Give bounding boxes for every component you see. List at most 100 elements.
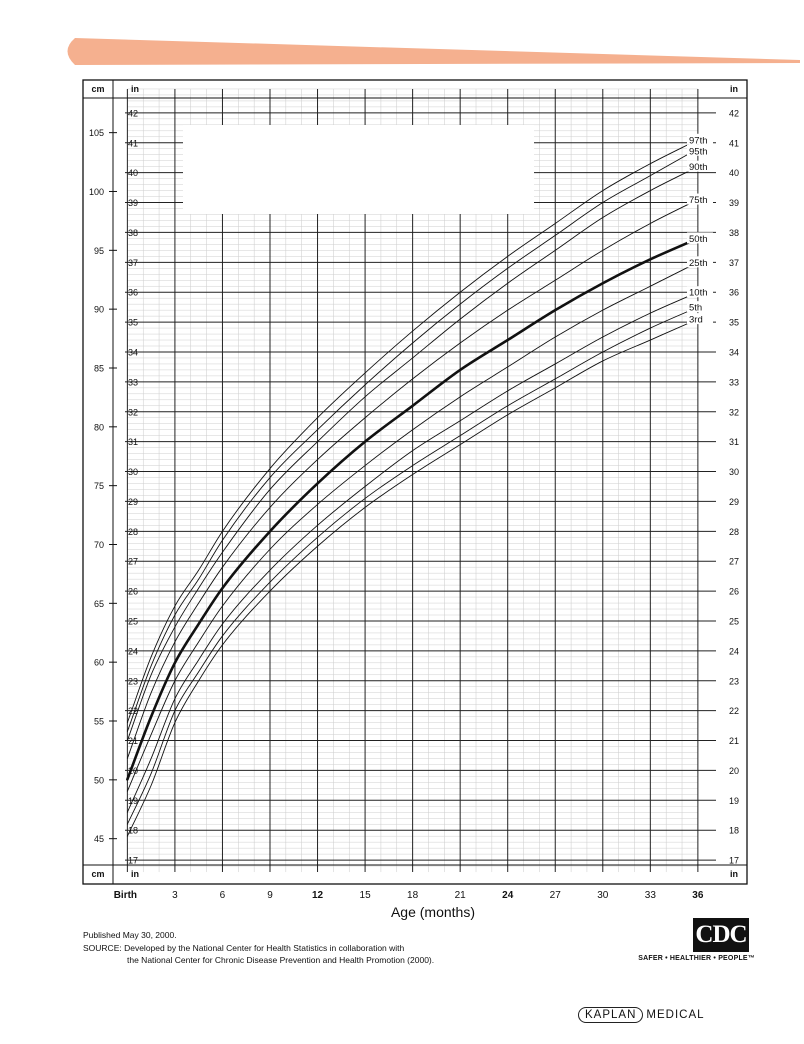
inch-tick-label-left: 36 bbox=[128, 288, 138, 298]
x-tick-label: Birth bbox=[114, 890, 137, 901]
inch-tick-label-right: 18 bbox=[729, 826, 739, 836]
inch-tick-label-right: 25 bbox=[729, 616, 739, 626]
curve-label-bg bbox=[687, 193, 713, 205]
inch-tick-label-left: 39 bbox=[128, 198, 138, 208]
curve-97th bbox=[126, 139, 699, 724]
inch-tick-label-left: 37 bbox=[128, 258, 138, 268]
unit-label-in-right-bottom: in bbox=[730, 869, 738, 879]
inch-tick-label-right: 38 bbox=[729, 228, 739, 238]
inch-tick-label-right: 26 bbox=[729, 587, 739, 597]
curve-label-10th: 10th bbox=[689, 288, 708, 299]
inch-tick-label-right: 21 bbox=[729, 736, 739, 746]
x-tick-label: 24 bbox=[502, 890, 514, 901]
curve-label-5th: 5th bbox=[689, 303, 702, 314]
curve-90th bbox=[126, 166, 699, 741]
curve-label-bg bbox=[687, 144, 713, 156]
curve-label-bg bbox=[687, 301, 713, 313]
curve-label-bg bbox=[687, 232, 713, 244]
inch-tick-label-right: 35 bbox=[729, 318, 739, 328]
x-tick-label: 3 bbox=[172, 890, 178, 901]
source-line-1: SOURCE: Developed by the National Center… bbox=[83, 943, 405, 953]
x-tick-label: 9 bbox=[267, 890, 273, 901]
cm-tick-label: 45 bbox=[94, 834, 104, 844]
inch-tick-label-right: 20 bbox=[729, 766, 739, 776]
kaplan-brand: KAPLAN bbox=[578, 1007, 644, 1023]
inch-tick-label-left: 20 bbox=[128, 766, 138, 776]
inch-tick-label-right: 22 bbox=[729, 706, 739, 716]
inch-tick-label-right: 40 bbox=[729, 168, 739, 178]
curve-5th bbox=[126, 306, 699, 825]
published-note: Published May 30, 2000. bbox=[83, 930, 177, 940]
inch-tick-label-left: 19 bbox=[128, 796, 138, 806]
cm-tick-label: 70 bbox=[94, 540, 104, 550]
unit-label-in-left-bottom: in bbox=[131, 869, 139, 879]
inch-tick-label-right: 42 bbox=[729, 108, 739, 118]
inch-tick-label-left: 22 bbox=[128, 706, 138, 716]
curve-95th bbox=[126, 148, 699, 733]
curve-3rd bbox=[126, 318, 699, 837]
curve-label-3rd: 3rd bbox=[689, 315, 703, 326]
cm-tick-label: 50 bbox=[94, 775, 104, 785]
cm-tick-label: 90 bbox=[94, 305, 104, 315]
curve-75th bbox=[126, 199, 699, 759]
kaplan-medical-logo: KAPLAN MEDICAL bbox=[578, 1007, 705, 1023]
inch-tick-label-left: 34 bbox=[128, 347, 138, 357]
curve-label-25th: 25th bbox=[689, 258, 708, 269]
cm-tick-label: 100 bbox=[89, 187, 104, 197]
x-tick-label: 6 bbox=[220, 890, 226, 901]
inch-tick-label-left: 23 bbox=[128, 676, 138, 686]
inch-tick-label-left: 24 bbox=[128, 646, 138, 656]
inch-tick-label-left: 33 bbox=[128, 377, 138, 387]
inch-tick-label-left: 32 bbox=[128, 407, 138, 417]
inch-tick-label-right: 24 bbox=[729, 646, 739, 656]
curve-label-bg bbox=[687, 313, 713, 325]
inch-tick-label-right: 37 bbox=[729, 258, 739, 268]
x-tick-label: 12 bbox=[312, 890, 324, 901]
curve-label-bg bbox=[687, 133, 713, 145]
cm-tick-label: 85 bbox=[94, 363, 104, 373]
inch-tick-label-left: 27 bbox=[128, 557, 138, 567]
curve-label-bg bbox=[687, 256, 713, 268]
x-tick-label: 36 bbox=[692, 890, 704, 901]
curve-label-50th: 50th bbox=[689, 234, 708, 245]
unit-label-in-left-top: in bbox=[131, 84, 139, 94]
inch-tick-label-left: 30 bbox=[128, 467, 138, 477]
cm-tick-label: 80 bbox=[94, 422, 104, 432]
inch-tick-label-right: 41 bbox=[729, 138, 739, 148]
x-tick-label: 30 bbox=[597, 890, 609, 901]
cm-tick-label: 65 bbox=[94, 599, 104, 609]
cm-tick-label: 55 bbox=[94, 717, 104, 727]
axes bbox=[82, 79, 748, 885]
cdc-tagline: SAFER • HEALTHIER • PEOPLE™ bbox=[638, 955, 755, 962]
inch-tick-label-right: 32 bbox=[729, 407, 739, 417]
curve-label-bg bbox=[687, 286, 713, 298]
x-tick-label: 18 bbox=[407, 890, 419, 901]
cm-tick-label: 75 bbox=[94, 481, 104, 491]
inch-tick-label-left: 35 bbox=[128, 318, 138, 328]
inch-tick-label-left: 40 bbox=[128, 168, 138, 178]
inch-tick-label-left: 41 bbox=[128, 138, 138, 148]
inch-tick-label-right: 30 bbox=[729, 467, 739, 477]
inch-tick-label-left: 18 bbox=[128, 826, 138, 836]
inch-tick-label-right: 39 bbox=[729, 198, 739, 208]
x-tick-label: 27 bbox=[550, 890, 562, 901]
curve-label-90th: 90th bbox=[689, 162, 708, 173]
inch-tick-label-left: 28 bbox=[128, 527, 138, 537]
x-tick-label: 21 bbox=[455, 890, 467, 901]
inch-tick-label-right: 36 bbox=[729, 288, 739, 298]
inch-tick-label-left: 17 bbox=[128, 856, 138, 866]
inch-tick-label-right: 17 bbox=[729, 856, 739, 866]
inch-tick-label-right: 34 bbox=[729, 347, 739, 357]
curve-label-95th: 95th bbox=[689, 146, 708, 157]
unit-label-in-right-top: in bbox=[730, 84, 738, 94]
inch-tick-label-left: 21 bbox=[128, 736, 138, 746]
cdc-logo: CDC bbox=[693, 918, 749, 952]
inch-tick-label-left: 25 bbox=[128, 616, 138, 626]
tick-labels: cm in in cm in in 17 17 18 18 19 19 20 20 21 21 22 22 23 23… bbox=[89, 84, 739, 901]
grid-major bbox=[125, 88, 716, 873]
curve-10th bbox=[126, 291, 699, 813]
percentile-curves bbox=[126, 139, 700, 837]
curve-label-75th: 75th bbox=[689, 195, 708, 206]
